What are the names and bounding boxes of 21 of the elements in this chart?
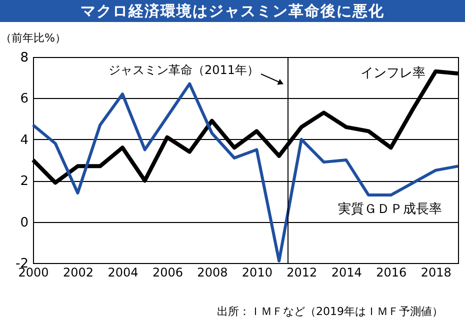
line-series xyxy=(32,82,460,262)
y-axis-title: （前年比%） xyxy=(0,32,66,44)
x-tick-label: 2016 xyxy=(376,266,407,280)
x-tick-label: 2008 xyxy=(197,266,228,280)
series-label: インフレ率 xyxy=(360,65,426,81)
y-tick-label: 6 xyxy=(20,92,28,107)
chart-title: マクロ経済環境はジャスミン革命後に悪化 xyxy=(0,0,465,22)
x-tick-label: 2002 xyxy=(62,266,94,280)
series-label: 実質ＧＤＰ成長率 xyxy=(338,201,442,217)
x-tick-label: 2014 xyxy=(331,266,362,280)
x-tick-label: 2012 xyxy=(286,266,318,280)
y-tick-label: 4 xyxy=(20,132,28,148)
y-tick-label: 0 xyxy=(20,215,28,230)
x-tick-label: 2004 xyxy=(108,266,138,280)
ref-line-label: ジャスミン革命（2011年） xyxy=(108,63,259,77)
y-tick-label: 8 xyxy=(20,50,28,66)
x-tick-label: 2010 xyxy=(242,266,272,280)
y-tick-label: 2 xyxy=(20,174,28,190)
x-tick-label: 2018 xyxy=(420,266,452,280)
text: 出所：ＩＭＦなど（2019年はＩＭＦ予測値） xyxy=(216,304,444,319)
x-tick-label: 2006 xyxy=(152,266,183,280)
